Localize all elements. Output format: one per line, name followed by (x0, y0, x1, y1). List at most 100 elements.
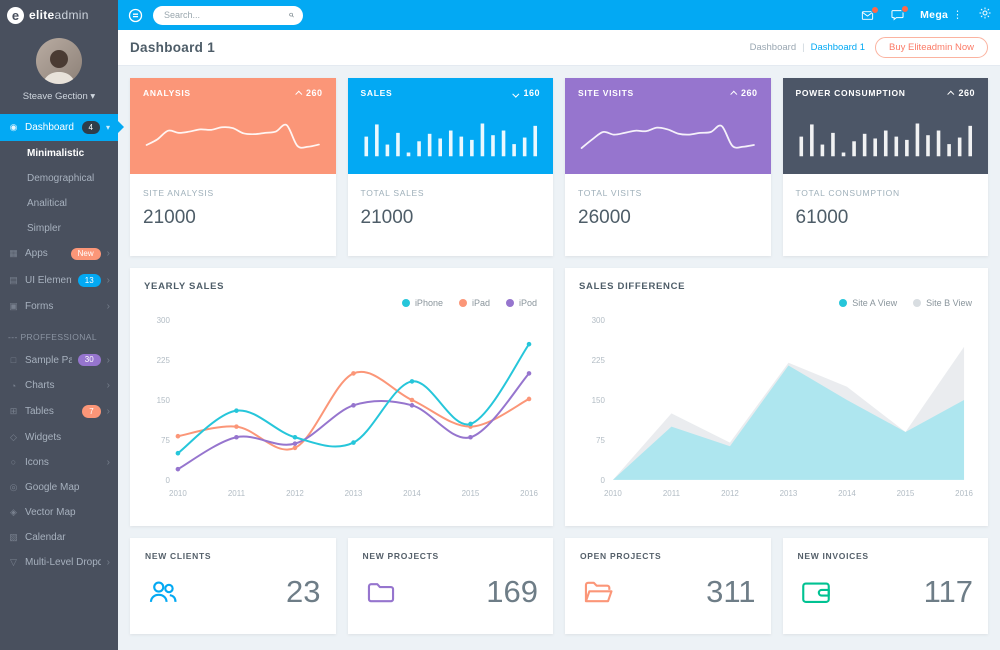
summary-card-new-projects: NEW PROJECTS 169 (347, 538, 553, 634)
legend-item-site-a-view[interactable]: Site A View (839, 298, 897, 308)
gauge-icon: ◉ (9, 121, 18, 132)
svg-text:2015: 2015 (462, 489, 480, 498)
sidebar-item-label: Analitical (27, 197, 68, 209)
sidebar-item-forms[interactable]: ▣ Forms › (0, 294, 118, 319)
charts-row: YEARLY SALES iPhone iPad iPod 0 75 150 225 300… (130, 268, 988, 526)
summary-card-open-projects: OPEN PROJECTS 311 (565, 538, 771, 634)
trend-indicator: 260 (730, 88, 758, 98)
sidebar-item-minimalistic[interactable]: Minimalistic (0, 141, 118, 166)
settings-button[interactable] (978, 6, 992, 25)
trend-down-icon (512, 90, 520, 98)
sidebar-item-label: Charts (25, 380, 55, 392)
sidebar-item-multi-level-dropdown[interactable]: ▽ Multi-Level Dropdown › (0, 550, 118, 575)
wallet-icon (801, 582, 830, 603)
chat-button[interactable] (890, 5, 910, 22)
logo-text-bold: elite (29, 8, 55, 22)
legend-label: iPhone (414, 298, 443, 308)
search-icon[interactable] (289, 10, 294, 20)
messages-button[interactable] (860, 5, 880, 22)
svg-text:2014: 2014 (403, 489, 421, 498)
stat-label: SITE ANALYSIS (143, 188, 214, 198)
legend-item-iphone[interactable]: iPhone (401, 298, 443, 308)
legend-item-site-b-view[interactable]: Site B View (913, 298, 972, 308)
chevron-right-icon: › (106, 406, 110, 418)
sidebar-item-label: Calendar (25, 531, 66, 543)
sidebar-item-google-map[interactable]: ◎ Google Map (0, 475, 118, 500)
summary-value: 311 (706, 574, 756, 609)
summary-label: NEW PROJECTS (362, 551, 439, 561)
sidebar-item-simpler[interactable]: Simpler (0, 216, 118, 241)
nav-section-heading: --- PROFFESSIONAL (8, 331, 97, 342)
gear-icon (979, 6, 991, 19)
legend-item-ipod[interactable]: iPod (505, 298, 537, 308)
sidebar-item-label: Google Map (25, 481, 80, 493)
stat-card-power-consumption: POWER CONSUMPTION 260 TOTAL CONSUMPTION 610… (782, 78, 988, 256)
chevron-down-icon[interactable]: ▾ (90, 91, 96, 102)
sidebar-item-label: UI Elements (25, 274, 72, 286)
stat-card-sales: SALES 160 TOTAL SALES 21000 (347, 78, 553, 256)
buy-eliteadmin-button[interactable]: Buy Eliteadmin Now (874, 37, 988, 58)
sidebar-item-label: Minimalistic (27, 147, 85, 159)
trend-indicator: 160 (512, 88, 540, 98)
stat-label: TOTAL CONSUMPTION (795, 188, 900, 198)
nav-badge: 7 (82, 405, 101, 418)
sidebar: e eliteadmin Steave Gection ▾ ◉ Dashboard… (0, 0, 124, 650)
svg-text:225: 225 (592, 356, 606, 365)
sidebar-item-widgets[interactable]: ◇ Widgets (0, 425, 118, 450)
app-logo[interactable]: e eliteadmin (0, 0, 118, 30)
sidebar-item-sample-pages[interactable]: □ Sample Pages 30 › (0, 347, 118, 374)
sidebar-item-calendar[interactable]: ▧ Calendar (0, 525, 118, 550)
breadcrumb-dashboard[interactable]: Dashboard (749, 42, 797, 53)
summary-cards-row: NEW CLIENTS 23 NEW PROJECTS 169 OPEN PROJECT… (130, 538, 988, 634)
sidebar-item-apps[interactable]: ▦ Apps New › (0, 241, 118, 268)
search-input[interactable] (162, 9, 283, 21)
mega-menu[interactable]: Mega ⋮ (920, 9, 963, 21)
sidebar-item-demographical[interactable]: Demographical (0, 166, 118, 191)
svg-text:2012: 2012 (721, 489, 739, 498)
pages-icon: □ (10, 355, 17, 366)
search-bar[interactable] (153, 5, 303, 25)
form-icon: ▣ (9, 300, 18, 311)
svg-text:2015: 2015 (897, 489, 915, 498)
sidebar-item-analitical[interactable]: Analitical (0, 191, 118, 216)
nav-badge: 30 (77, 353, 101, 367)
sidebar-toggle-icon[interactable] (128, 8, 143, 23)
chart-icon: ◔ (10, 380, 17, 391)
legend-label: iPod (518, 298, 537, 308)
sparkline-chart (363, 123, 537, 157)
svg-text:2010: 2010 (604, 489, 622, 498)
sidebar-item-icons[interactable]: ○ Icons › (0, 450, 118, 475)
chart-legend: Site A View Site B View (581, 298, 972, 308)
user-profile[interactable]: Steave Gection ▾ (0, 30, 118, 112)
nav-badge: 13 (77, 274, 101, 287)
map-pin-icon: ◎ (9, 481, 18, 492)
sidebar-item-tables[interactable]: ⊞ Tables 7 › (0, 398, 118, 425)
avatar[interactable] (36, 38, 82, 84)
chart-legend: iPhone iPad iPod (146, 298, 537, 308)
trend-up-icon (947, 90, 955, 98)
sidebar-item-label: Dashboard (25, 121, 74, 133)
stat-value: 61000 (795, 207, 849, 228)
sidebar-item-ui-elements[interactable]: ▤ UI Elements 13 › (0, 267, 118, 294)
kebab-menu-icon[interactable]: ⋮ (952, 9, 963, 21)
sidebar-item-label: Widgets (25, 431, 62, 443)
users-icon (149, 581, 177, 603)
logo-icon: e (7, 6, 24, 24)
legend-dot (458, 299, 467, 307)
sidebar-item-vector-map[interactable]: ◈ Vector Map (0, 500, 118, 525)
legend-label: iPad (471, 298, 490, 308)
legend-label: Site B View (926, 298, 972, 308)
trend-indicator: 260 (947, 88, 975, 98)
summary-value: 117 (923, 574, 973, 609)
sidebar-item-charts[interactable]: ◔ Charts › (0, 373, 118, 398)
folder-open-icon (584, 581, 613, 603)
trend-indicator: 260 (295, 88, 323, 98)
folder-icon (367, 583, 394, 603)
sidebar-item-label: Demographical (27, 172, 95, 184)
chevron-right-icon: › (106, 354, 110, 366)
legend-item-ipad[interactable]: iPad (458, 298, 490, 308)
sidebar-item-dashboard[interactable]: ◉ Dashboard 4 ▾ (0, 114, 124, 141)
summary-card-new-invoices: NEW INVOICES 117 (782, 538, 988, 634)
sidebar-item-label: Multi-Level Dropdown (25, 556, 101, 568)
svg-text:2013: 2013 (780, 489, 798, 498)
